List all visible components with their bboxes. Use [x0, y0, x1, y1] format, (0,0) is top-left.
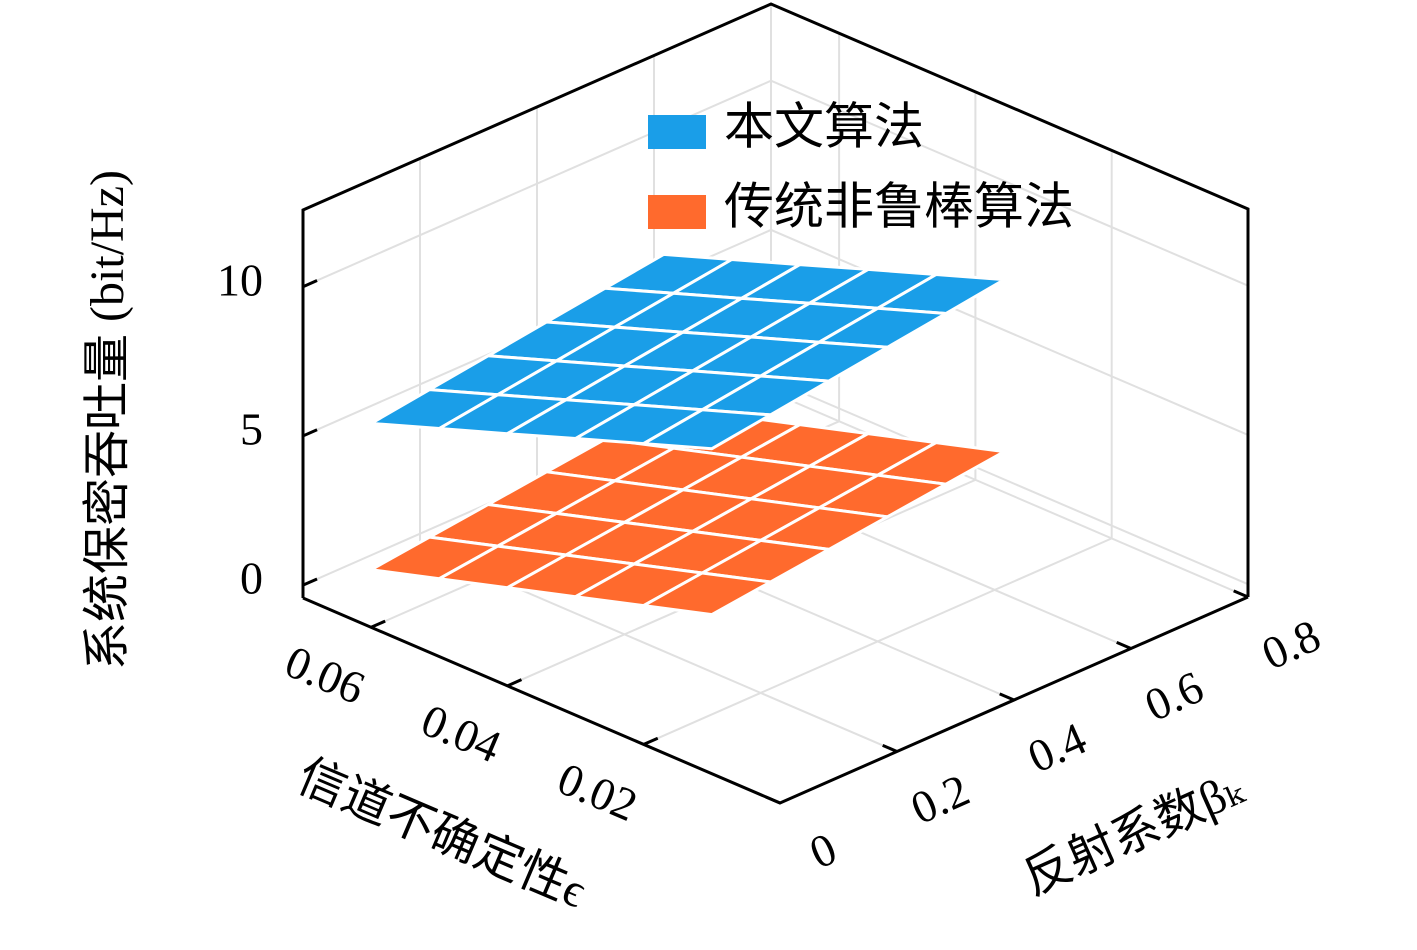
z-tick-label: 5 — [240, 403, 263, 454]
surface-patch — [642, 408, 772, 451]
axes-box — [301, 2, 1250, 805]
y-tick — [765, 795, 781, 805]
x-tick — [506, 678, 523, 688]
y-tick — [1233, 589, 1249, 599]
x-tick — [643, 736, 659, 746]
surfaces — [369, 252, 1006, 617]
x-axis-label: 信道不确定性ϵ — [290, 749, 594, 918]
legend-swatch — [648, 195, 706, 229]
z-tick — [302, 577, 318, 587]
y-tick — [882, 743, 898, 753]
y-tick-label: 0.4 — [1020, 713, 1093, 783]
y-tick — [1116, 640, 1132, 650]
y-tick-label: 0.8 — [1254, 610, 1327, 680]
x-tick-label: 0.02 — [551, 753, 645, 831]
surface-patch — [642, 571, 772, 617]
z-tick — [302, 279, 318, 289]
x-tick — [370, 619, 386, 629]
y-tick-label: 0.2 — [903, 764, 976, 834]
y-axis-label: 反射系数βₖ — [1016, 762, 1253, 906]
y-tick — [999, 692, 1015, 702]
x-tick-label: 0.04 — [414, 694, 508, 772]
z-tick-label: 0 — [240, 553, 263, 604]
z-tick-label: 10 — [217, 254, 263, 305]
x-tick-label: 0.06 — [278, 636, 372, 714]
legend-swatch — [648, 115, 706, 149]
legend-label: 传统非鲁棒算法 — [724, 178, 1074, 234]
legend-label: 本文算法 — [724, 98, 924, 154]
y-tick-label: 0 — [802, 823, 844, 879]
z-axis-label: 系统保密吞吐量 (bit/Hz) — [81, 170, 134, 670]
z-tick — [302, 428, 318, 438]
axis-line — [301, 2, 1250, 598]
y-tick-label: 0.6 — [1137, 661, 1210, 731]
